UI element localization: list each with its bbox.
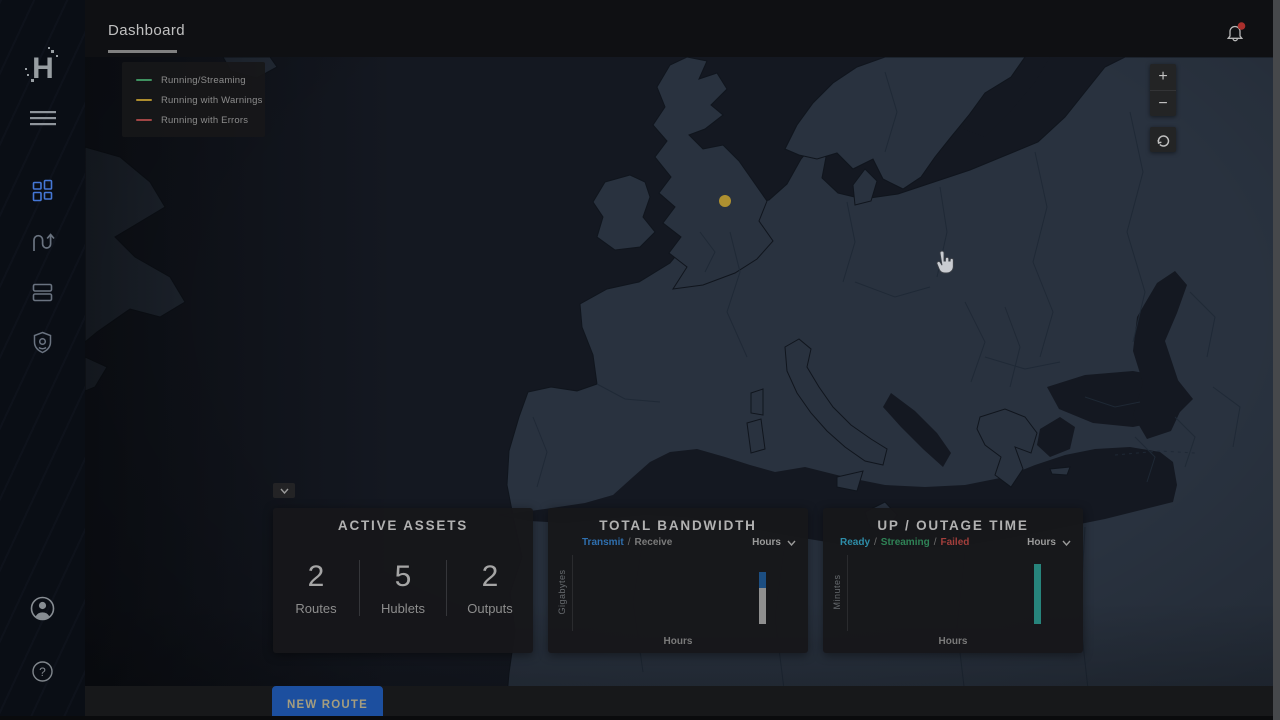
bandwidth-bar xyxy=(759,554,766,624)
shield-icon xyxy=(33,331,52,354)
map-zoom-controls: + − xyxy=(1150,64,1176,116)
chevron-down-icon xyxy=(1062,540,1071,546)
outage-range-select[interactable]: Hours xyxy=(1027,537,1071,548)
receive-bar-segment xyxy=(759,588,766,624)
bandwidth-chart-plot: Gigabytes xyxy=(557,554,794,631)
notification-bell-icon[interactable] xyxy=(1224,21,1248,43)
active-assets-panel: ACTIVE ASSETS 2 Routes 5 Hublets 2 Outpu… xyxy=(273,508,533,653)
user-icon xyxy=(30,596,55,621)
chevron-down-icon xyxy=(787,540,796,546)
legend-receive: Receive xyxy=(634,537,673,548)
sidebar-item-account[interactable] xyxy=(0,595,85,622)
panel-title: TOTAL BANDWIDTH xyxy=(599,518,757,533)
legend-ready: Ready xyxy=(840,537,871,548)
stats-row: 2 Routes 5 Hublets 2 Outputs xyxy=(273,560,533,616)
ready-bar-segment xyxy=(1034,563,1041,624)
panel-title: UP / OUTAGE TIME xyxy=(877,518,1029,533)
x-axis-label: Hours xyxy=(663,636,693,647)
sidebar-item-routes[interactable] xyxy=(0,229,85,254)
footer-bar xyxy=(85,686,1280,716)
zoom-out-button[interactable]: − xyxy=(1150,90,1176,116)
sidebar-item-security[interactable] xyxy=(0,330,85,355)
x-axis-label: Hours xyxy=(938,636,968,647)
y-axis-label: Gigabytes xyxy=(557,569,567,615)
up-outage-panel: UP / OUTAGE TIME Ready / Streaming / Fai… xyxy=(823,508,1083,653)
new-route-button[interactable]: NEW ROUTE xyxy=(272,686,383,720)
legend-item: Running with Errors xyxy=(136,110,265,130)
outage-chart-legend: Ready / Streaming / Failed Hours xyxy=(840,537,1071,548)
page-title: Dashboard xyxy=(108,22,185,39)
map-refresh-button[interactable] xyxy=(1150,127,1176,152)
stat-hublets: 5 Hublets xyxy=(359,560,446,616)
top-bar: Dashboard xyxy=(0,0,1280,57)
logo-letter: H xyxy=(32,52,54,85)
title-underline xyxy=(108,50,177,53)
bandwidth-range-select[interactable]: Hours xyxy=(752,537,796,548)
outage-chart-plot: Minutes xyxy=(832,554,1069,631)
zoom-in-button[interactable]: + xyxy=(1158,68,1168,85)
map-status-legend: Running/Streaming Running with Warnings … xyxy=(122,62,265,137)
total-bandwidth-panel: TOTAL BANDWIDTH Transmit / Receive Hours… xyxy=(548,508,808,653)
refresh-icon xyxy=(1157,134,1170,147)
bandwidth-chart-legend: Transmit / Receive Hours xyxy=(582,537,796,548)
svg-text:?: ? xyxy=(39,665,46,679)
help-icon: ? xyxy=(32,661,53,682)
menu-hamburger-icon[interactable] xyxy=(0,110,85,126)
legend-streaming: Streaming xyxy=(880,537,930,548)
legend-dash-yellow xyxy=(136,98,152,102)
panel-title: ACTIVE ASSETS xyxy=(337,518,469,533)
map-asset-marker[interactable] xyxy=(719,195,731,207)
sidebar: H xyxy=(0,0,85,720)
legend-dash-green xyxy=(136,78,152,82)
legend-failed: Failed xyxy=(940,537,970,548)
y-axis-label: Minutes xyxy=(832,574,842,610)
outage-bar xyxy=(1034,554,1041,624)
legend-item: Running with Warnings xyxy=(136,90,265,110)
transmit-bar-segment xyxy=(759,572,766,589)
legend-dash-red xyxy=(136,118,152,122)
sidebar-item-dashboard[interactable] xyxy=(0,178,85,203)
panels-collapse-button[interactable] xyxy=(273,483,295,498)
vertical-scrollbar[interactable] xyxy=(1273,0,1280,720)
stat-outputs: 2 Outputs xyxy=(446,560,533,616)
stat-routes: 2 Routes xyxy=(295,560,337,616)
sidebar-item-help[interactable]: ? xyxy=(0,659,85,684)
app-logo[interactable]: H xyxy=(0,47,85,89)
routes-icon xyxy=(32,233,55,251)
legend-transmit: Transmit xyxy=(582,537,624,548)
dashboard-grid-icon xyxy=(32,179,53,202)
notification-badge xyxy=(1237,22,1246,30)
bottom-edge xyxy=(0,716,1280,720)
hublets-icon xyxy=(32,283,53,302)
chevron-down-icon xyxy=(279,488,289,494)
sidebar-item-hublets[interactable] xyxy=(0,280,85,305)
legend-item: Running/Streaming xyxy=(136,70,265,90)
